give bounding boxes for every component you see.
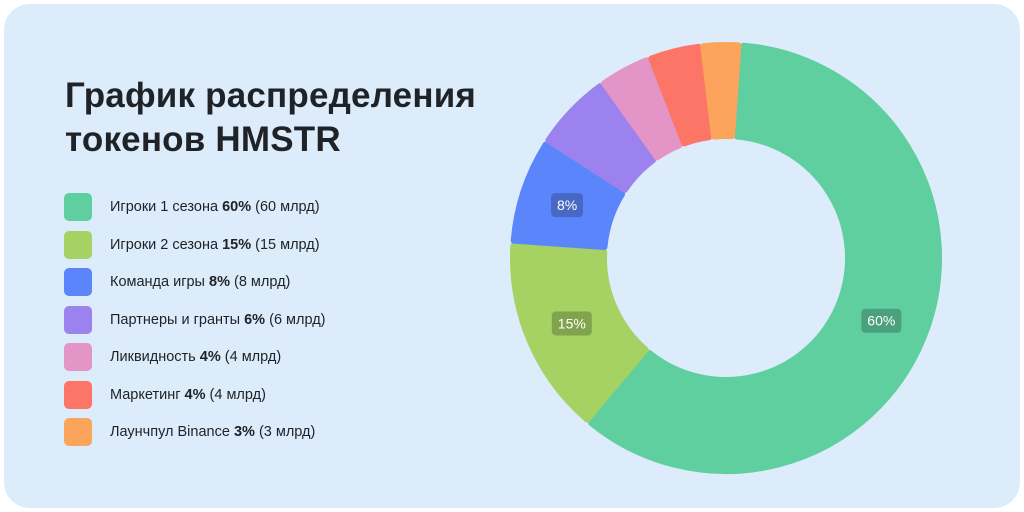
- donut-slice: [700, 42, 742, 140]
- chart-legend: Игроки 1 сезона 60% (60 млрд) Игроки 2 с…: [64, 193, 424, 456]
- legend-item: Игроки 2 сезона 15% (15 млрд): [64, 230, 424, 259]
- legend-label: Игроки 2 сезона: [110, 236, 219, 253]
- slice-label-background: [551, 193, 584, 218]
- legend-percent: 8%: [209, 274, 230, 290]
- legend-label: Ликвидность: [110, 349, 196, 365]
- legend-amount: (4 млрд): [209, 386, 266, 403]
- legend-label: Лаунчпул Binance: [110, 424, 230, 440]
- legend-item: Ликвидность 4% (4 млрд): [64, 343, 424, 371]
- legend-amount: (4 млрд): [224, 349, 282, 365]
- donut-slice: [601, 57, 683, 161]
- legend-swatch: [64, 305, 92, 334]
- chart-title-line-2: токенов HMSTR: [65, 120, 341, 159]
- legend-percent: 6%: [244, 311, 266, 328]
- legend-label: Маркетинг: [110, 386, 181, 403]
- legend-percent: 60%: [222, 199, 252, 215]
- legend-label: Партнеры и гранты: [110, 311, 241, 328]
- legend-percent: 4%: [184, 386, 206, 403]
- slice-label: 8%: [551, 193, 584, 218]
- slice-label-background: [551, 311, 592, 336]
- donut-slice: [648, 43, 713, 147]
- legend-item: Маркетинг 4% (4 млрд): [64, 380, 424, 409]
- chart-title-line-1: График распределения: [65, 76, 477, 115]
- legend-label: Команда игры: [110, 274, 205, 290]
- slice-label-text: 8%: [557, 197, 577, 213]
- legend-swatch: [64, 380, 92, 409]
- slice-label: 60%: [861, 308, 902, 333]
- legend-amount: (3 млрд): [258, 424, 316, 440]
- donut-slice: [510, 141, 626, 250]
- legend-amount: (8 млрд): [234, 274, 291, 290]
- legend-percent: 3%: [233, 424, 255, 440]
- legend-item: Команда игры 8% (8 млрд): [64, 268, 424, 296]
- legend-item: Партнеры и гранты 6% (6 млрд): [64, 305, 424, 334]
- slice-label-background: [861, 308, 902, 333]
- legend-percent: 15%: [222, 236, 252, 253]
- legend-label: Игроки 1 сезона: [110, 199, 219, 215]
- legend-amount: (6 млрд): [269, 311, 326, 328]
- legend-amount: (60 млрд): [255, 199, 320, 215]
- legend-swatch: [64, 418, 92, 446]
- legend-swatch: [64, 343, 92, 371]
- legend-swatch: [64, 230, 92, 259]
- chart-title: График распределения токенов HMSTR: [65, 74, 505, 162]
- chart-card: График распределения токенов HMSTR Игрок…: [4, 4, 1020, 508]
- slice-label: 15%: [551, 311, 592, 336]
- donut-slice: [588, 42, 942, 474]
- donut-slice: [510, 242, 649, 423]
- legend-swatch: [64, 193, 92, 221]
- legend-percent: 4%: [199, 349, 221, 365]
- slice-label-text: 60%: [867, 313, 895, 329]
- legend-item: Игроки 1 сезона 60% (60 млрд): [64, 193, 424, 221]
- donut-slice: [545, 83, 656, 193]
- donut-chart: 60% 15% 8%: [510, 42, 942, 474]
- slice-label-text: 15%: [558, 315, 586, 331]
- legend-item: Лаунчпул Binance 3% (3 млрд): [64, 418, 424, 446]
- legend-amount: (15 млрд): [255, 236, 320, 253]
- legend-swatch: [64, 268, 92, 296]
